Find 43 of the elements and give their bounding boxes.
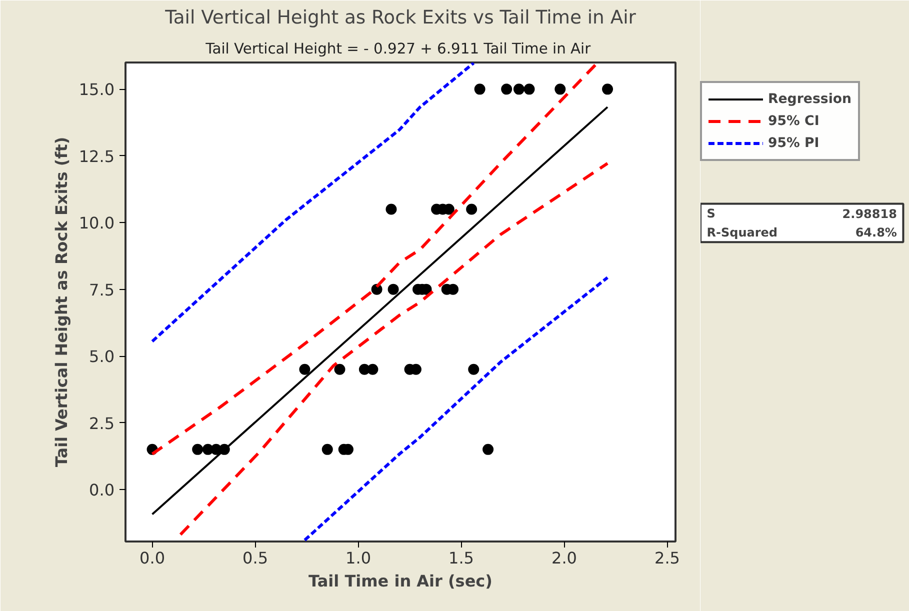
point	[524, 84, 535, 95]
point	[513, 84, 524, 95]
text: 2.98818	[842, 206, 897, 221]
text: S	[706, 206, 716, 220]
line-series	[303, 276, 610, 542]
point	[386, 204, 397, 215]
point	[334, 364, 346, 375]
legend-label: 95% CI	[768, 114, 820, 128]
point	[299, 364, 310, 375]
line-series	[179, 162, 610, 536]
text: R-Squared	[706, 226, 778, 240]
x-tick-label: 2.0	[552, 548, 577, 568]
point	[474, 84, 486, 95]
y-tick-label: 2.5	[89, 414, 115, 433]
point	[388, 284, 399, 295]
point	[602, 84, 614, 95]
point	[501, 84, 512, 95]
y-axis-title: Tail Vertical Height as Rock Exits (ft)	[52, 136, 71, 468]
point	[468, 364, 480, 375]
text: 64.8%	[855, 226, 897, 240]
x-tick-label: 2.5	[654, 548, 680, 568]
chart-title: Tail Vertical Height as Rock Exits vs Tail Time in Air	[164, 8, 636, 28]
chart-subtitle: Tail Vertical Height = - 0.927 + 6.911 Tail Time in Air	[204, 40, 592, 58]
x-tick-label: 1.0	[346, 548, 371, 568]
legend-label: Regression	[768, 92, 852, 106]
point	[192, 444, 204, 455]
legend-label: 95% PI	[768, 136, 820, 150]
y-tick-label: 15.0	[78, 80, 114, 100]
x-tick-label: 1.5	[448, 548, 474, 568]
line-series	[150, 62, 476, 343]
x-axis-title: Tail Time in Air (sec)	[308, 572, 492, 590]
point	[466, 204, 478, 215]
point	[322, 444, 333, 455]
y-tick-label: 0.0	[89, 480, 115, 500]
x-tick-label: 0.0	[140, 548, 166, 568]
point	[367, 364, 378, 375]
point	[554, 84, 566, 95]
y-tick-label: 12.5	[78, 146, 114, 166]
point	[482, 444, 494, 455]
y-tick-label: 5.0	[89, 347, 115, 366]
y-tick-label: 7.5	[89, 280, 115, 300]
y-tick-label: 10.0	[78, 214, 114, 233]
x-tick-label: 0.5	[242, 548, 268, 568]
